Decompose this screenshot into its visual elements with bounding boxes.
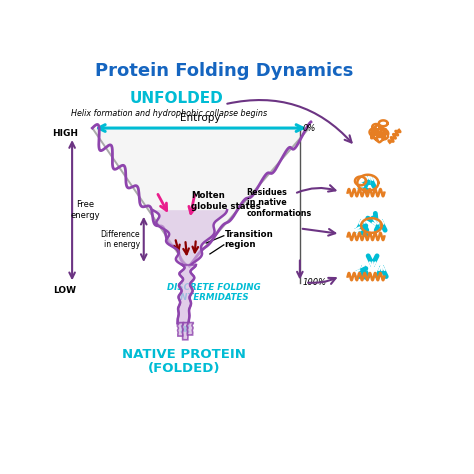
Text: LOW: LOW [53, 286, 76, 295]
Text: Protein Folding Dynamics: Protein Folding Dynamics [95, 63, 354, 81]
Text: Helix formation and hydrophobic collapse begins: Helix formation and hydrophobic collapse… [72, 109, 267, 118]
Text: Entropy: Entropy [181, 113, 221, 123]
Text: UNFOLDED: UNFOLDED [130, 91, 224, 106]
Polygon shape [177, 323, 184, 336]
Polygon shape [153, 210, 227, 265]
Text: DISCRETE FOLDING
INTERMIDATES: DISCRETE FOLDING INTERMIDATES [167, 283, 260, 302]
Text: Transition
region: Transition region [225, 230, 273, 249]
Text: NATIVE PROTEIN: NATIVE PROTEIN [122, 348, 246, 361]
Text: 0%: 0% [302, 124, 316, 133]
Text: (FOLDED): (FOLDED) [148, 363, 220, 375]
Text: HIGH: HIGH [52, 129, 78, 138]
Polygon shape [187, 323, 193, 335]
Text: 100%: 100% [302, 278, 327, 287]
Text: Residues
in native
conformations: Residues in native conformations [246, 188, 312, 218]
Polygon shape [178, 265, 196, 323]
Text: Difference
in energy: Difference in energy [100, 230, 140, 249]
Polygon shape [92, 128, 309, 265]
Text: Molten
globule states: Molten globule states [191, 191, 261, 211]
Text: Free
energy: Free energy [70, 201, 100, 220]
Polygon shape [182, 323, 189, 340]
